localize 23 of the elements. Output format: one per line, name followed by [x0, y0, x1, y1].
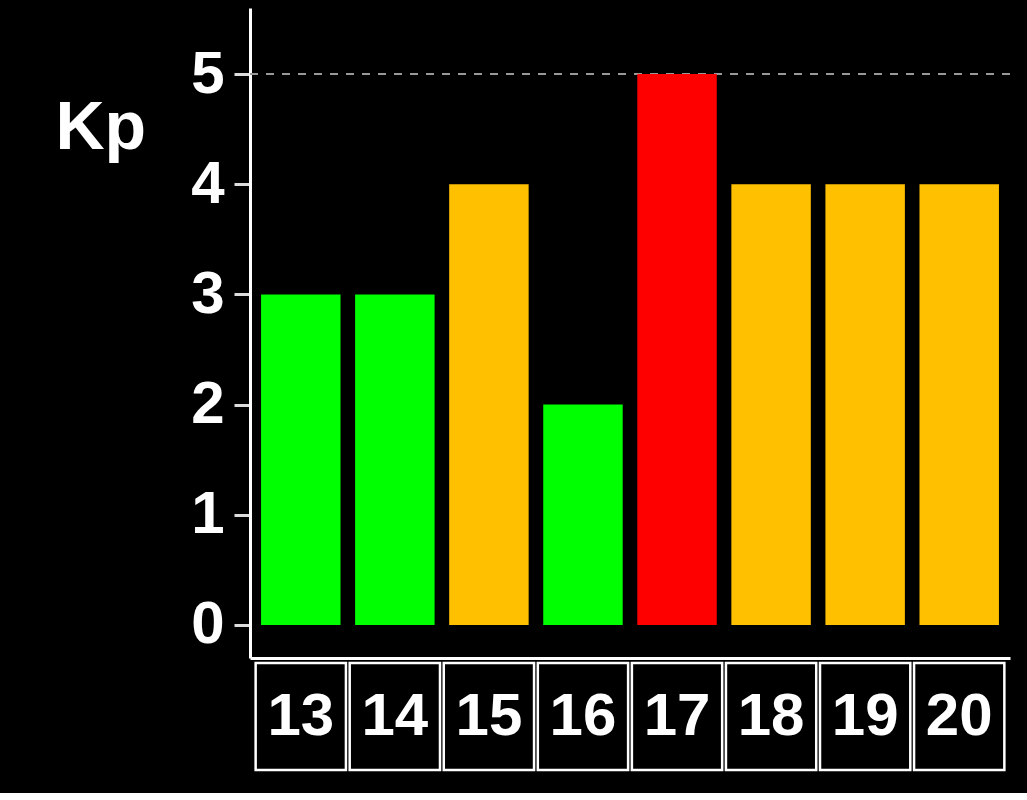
y-tick-label: 5	[191, 38, 225, 106]
x-tick-label: 16	[549, 680, 617, 748]
bar	[731, 184, 811, 625]
x-tick-label: 20	[925, 680, 993, 748]
x-tick-label: 15	[455, 680, 523, 748]
bar	[449, 184, 529, 625]
y-tick-label: 3	[191, 258, 225, 326]
y-tick-label: 4	[191, 148, 226, 216]
bar	[261, 294, 341, 625]
x-tick-label: 13	[267, 680, 335, 748]
bar	[543, 404, 623, 625]
y-tick-label: 0	[191, 589, 225, 657]
y-tick-label: 2	[191, 369, 225, 437]
y-tick-label: 1	[191, 479, 225, 547]
x-tick-label: 18	[737, 680, 805, 748]
x-tick-label: 14	[361, 680, 429, 748]
y-axis-title: Kp	[55, 86, 147, 163]
x-tick-label: 19	[831, 680, 899, 748]
bar	[825, 184, 905, 625]
bar	[637, 74, 717, 625]
bar	[919, 184, 999, 625]
x-tick-label: 17	[643, 680, 711, 748]
bar	[355, 294, 435, 625]
